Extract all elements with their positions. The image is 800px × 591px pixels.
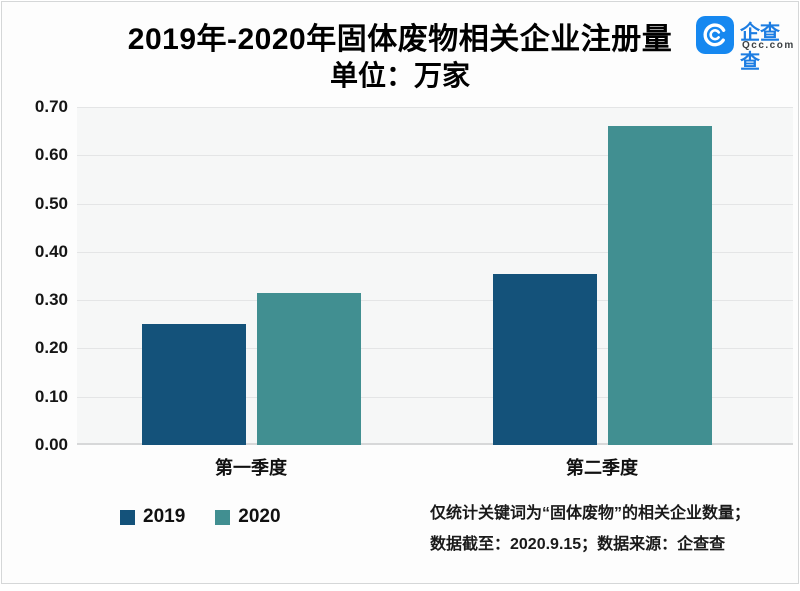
chart-title: 2019年-2020年固体废物相关企业注册量: [127, 23, 673, 56]
y-tick-0.70: 0.70: [34, 97, 68, 116]
legend-swatch-2020: [215, 509, 231, 525]
gridline-0.40: [77, 252, 793, 253]
legend-label-2019: 2019: [143, 506, 186, 527]
note-line-1: 仅统计关键词为“固体废物”的相关企业数量；: [430, 505, 751, 522]
y-tick-0.40: 0.40: [34, 242, 68, 261]
y-tick-0.20: 0.20: [34, 338, 68, 357]
plot-area: [77, 107, 793, 445]
gridline-0.00: [77, 443, 793, 445]
gridline-0.60: [77, 155, 793, 156]
gridline-0.50: [77, 204, 793, 205]
gridline-0.70: [77, 107, 793, 108]
legend-item-2020: 2020: [215, 506, 281, 528]
qcc-logo-name: 企查查: [740, 22, 780, 73]
qcc-logo-icon: [696, 16, 734, 54]
legend-item-2019: 2019: [120, 506, 185, 528]
bar-2019-第一季度: [142, 324, 246, 445]
legend-label-2020: 2020: [238, 506, 281, 527]
qcc-logo: 企查查 Qcc.com: [696, 15, 796, 73]
y-tick-0.50: 0.50: [34, 194, 68, 213]
y-tick-0.10: 0.10: [34, 387, 68, 406]
chart-unit-subtitle: 单位：万家: [329, 60, 470, 91]
bar-2020-第一季度: [257, 293, 361, 445]
legend-swatch-2019: [120, 509, 135, 525]
gridline-0.30: [77, 300, 793, 301]
note-line-2: 数据截至：2020.9.15；数据来源：企查查: [430, 536, 726, 553]
x-axis-label-q2: 第二季度: [566, 458, 638, 478]
qcc-logo-domain: Qcc.com: [742, 40, 795, 51]
bar-2019-第二季度: [493, 274, 597, 445]
bar-2020-第二季度: [608, 126, 712, 445]
legend: 2019 2020: [120, 506, 311, 528]
y-tick-0.60: 0.60: [34, 145, 68, 164]
x-axis-label-q1: 第一季度: [215, 458, 287, 478]
gridline-0.10: [77, 397, 793, 398]
data-source-note: 仅统计关键词为“固体废物”的相关企业数量； 数据截至：2020.9.15；数据来…: [430, 498, 750, 560]
gridline-0.20: [77, 348, 793, 349]
y-tick-0.30: 0.30: [34, 290, 68, 309]
y-tick-0.00: 0.00: [34, 435, 68, 454]
